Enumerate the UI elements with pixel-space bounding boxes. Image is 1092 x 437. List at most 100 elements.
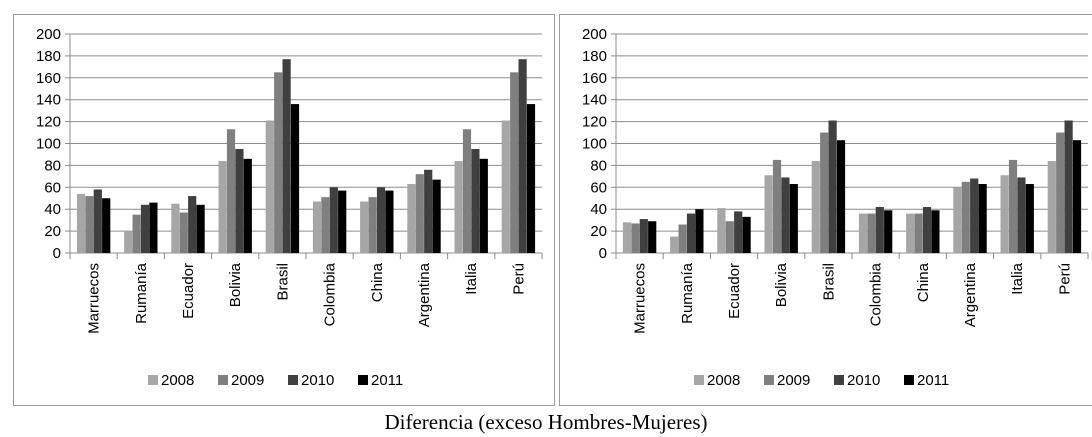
bar-2008 <box>265 120 274 253</box>
bar-2008 <box>501 120 510 253</box>
x-tick-label: Rumanía <box>133 262 150 324</box>
bar-2008 <box>858 213 868 253</box>
y-tick-label: 20 <box>44 223 61 240</box>
legend-label: 2010 <box>301 372 334 389</box>
x-tick-label: Colombia <box>322 262 339 326</box>
bar-2009 <box>510 72 519 253</box>
bar-2010 <box>734 211 743 253</box>
bar-2010 <box>970 178 979 253</box>
y-tick-label: 120 <box>36 114 61 131</box>
bar-2008 <box>1047 161 1056 253</box>
bar-2009 <box>462 129 472 253</box>
bar-2010 <box>1017 177 1026 253</box>
bar-2010 <box>875 207 884 253</box>
chart-panel-left: 0 20 40 60 80 100 120 140 160 180 200 Marruecos Ruma… <box>13 14 555 406</box>
bar-2010 <box>376 187 386 253</box>
bar-2010 <box>188 196 197 253</box>
bar-2009 <box>820 132 829 253</box>
legend-label: 2010 <box>847 372 880 389</box>
bar-2011 <box>1025 184 1034 253</box>
x-tick-label: Colombia <box>868 262 885 326</box>
bar-2011 <box>479 158 488 253</box>
bar-2011 <box>695 209 704 253</box>
bar-2008 <box>171 203 180 253</box>
bar-2011 <box>789 184 798 253</box>
bar-2010 <box>424 169 433 253</box>
bar-2008 <box>360 201 369 253</box>
bar-2011 <box>432 179 441 253</box>
y-tick-label: 160 <box>582 70 607 87</box>
bar-2009 <box>631 223 640 253</box>
bar-2009 <box>725 221 734 253</box>
bar-2011 <box>243 158 252 253</box>
bar-2011 <box>196 204 205 253</box>
legend-swatch-2010 <box>834 375 844 385</box>
y-tick-label: 100 <box>36 136 61 153</box>
bar-2008 <box>124 231 133 253</box>
y-tick-label: 60 <box>44 179 61 196</box>
legend-label: 2009 <box>231 372 264 389</box>
y-tick-label: 120 <box>582 114 607 131</box>
legend-swatch-2008 <box>148 375 158 385</box>
bar-2009 <box>1056 132 1065 253</box>
bar-2008 <box>906 213 915 253</box>
x-tick-label: Perú <box>510 263 527 295</box>
bar-2011 <box>648 221 657 253</box>
bar-2010 <box>686 213 696 253</box>
y-tick-label: 80 <box>590 157 607 174</box>
y-tick-label: 180 <box>582 48 607 65</box>
y-tick-label: 0 <box>599 245 607 262</box>
bar-2008 <box>764 175 773 253</box>
bar-2010 <box>1064 120 1073 253</box>
chart-panel-right: 0 20 40 60 80 100 120 140 160 180 200 Marruecos Ruma… <box>559 14 1092 406</box>
bar-2010 <box>781 177 790 253</box>
bar-2010 <box>518 59 527 254</box>
bar-2011 <box>931 210 940 253</box>
bar-2011 <box>338 190 347 253</box>
bar-2009 <box>226 129 236 253</box>
bar-2011 <box>742 216 751 253</box>
bar-2008 <box>622 222 632 253</box>
bar-2011 <box>526 104 536 253</box>
bar-2009 <box>867 213 876 253</box>
x-tick-label: Brasil <box>274 263 291 301</box>
bar-2009 <box>179 212 188 253</box>
bar-2008 <box>717 208 726 253</box>
bar-2008 <box>670 236 679 253</box>
bar-2010 <box>471 148 480 253</box>
y-tick-label: 40 <box>44 201 61 218</box>
legend-label: 2008 <box>707 372 740 389</box>
legend-swatch-2009 <box>218 375 228 385</box>
bar-2009 <box>961 181 970 253</box>
y-tick-label: 0 <box>53 245 61 262</box>
bar-2011 <box>385 190 394 253</box>
bar-2011 <box>1072 140 1082 253</box>
bar-2009 <box>772 159 782 253</box>
figure-caption: Diferencia (exceso Hombres-Mujeres) <box>384 410 708 434</box>
bar-2011 <box>884 210 893 253</box>
bar-2011 <box>102 198 111 253</box>
legend-swatch-2011 <box>358 375 368 385</box>
bar-2010 <box>282 59 291 254</box>
x-tick-label: Ecuador <box>180 263 197 319</box>
x-tick-label: Brasil <box>820 263 837 301</box>
x-tick-label: Perú <box>1056 263 1073 295</box>
legend-label: 2011 <box>917 372 949 389</box>
bar-2008 <box>953 187 962 253</box>
bar-2010 <box>93 189 102 253</box>
x-tick-label: Rumanía <box>679 262 696 324</box>
legend-label: 2011 <box>371 372 403 389</box>
y-tick-label: 200 <box>36 26 61 43</box>
y-tick-label: 200 <box>582 26 607 43</box>
x-tick-label: Ecuador <box>726 263 743 319</box>
bar-2009 <box>368 197 377 253</box>
bar-2010 <box>235 148 244 253</box>
bar-2011 <box>149 202 158 253</box>
bar-2009 <box>678 224 687 253</box>
y-tick-label: 20 <box>590 223 607 240</box>
bar-2008 <box>454 161 463 253</box>
bar-2010 <box>639 219 648 253</box>
bar-2008 <box>1000 175 1009 253</box>
bar-2008 <box>76 193 86 253</box>
y-tick-label: 60 <box>590 179 607 196</box>
